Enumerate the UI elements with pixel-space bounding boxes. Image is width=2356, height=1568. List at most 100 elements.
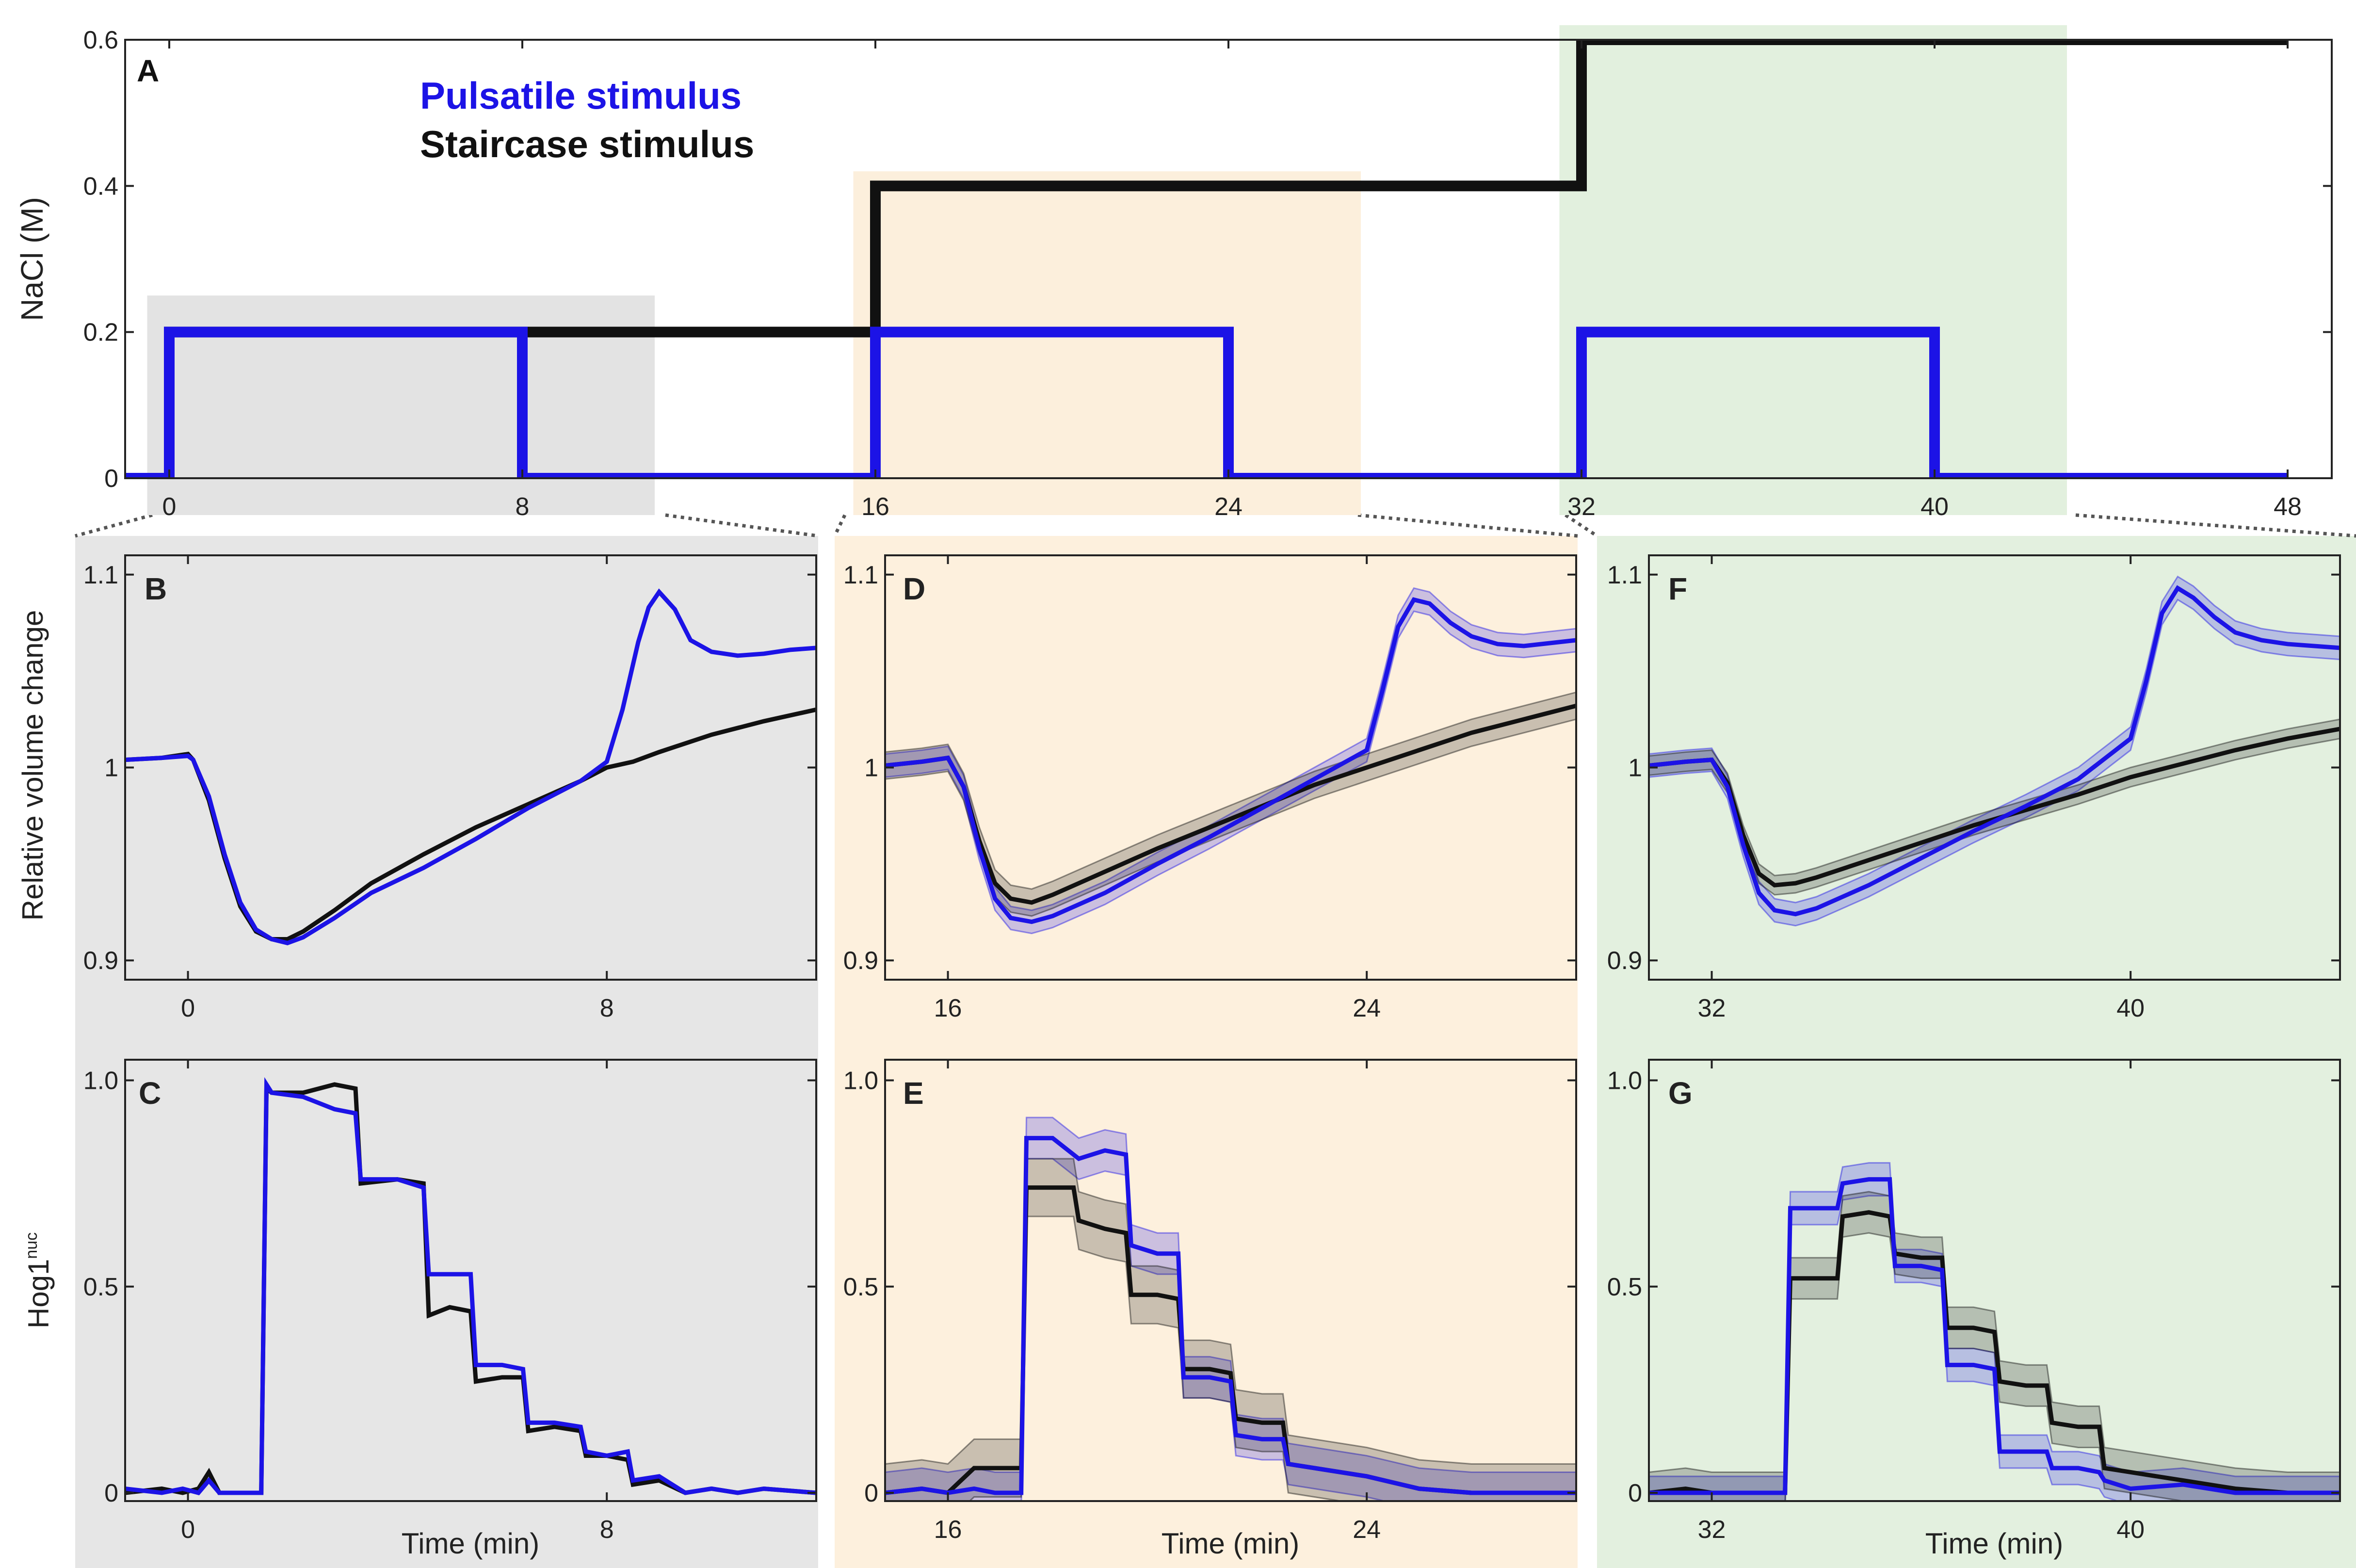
panel-label-a: A — [137, 53, 159, 88]
x-tick-label: 8 — [600, 1516, 614, 1544]
series-group — [885, 587, 1576, 935]
y-tick-label: 0.9 — [1607, 947, 1642, 975]
y-tick-label: 1.0 — [843, 1067, 878, 1095]
panel-e-frame — [884, 1059, 1577, 1502]
y-tick-label: 1 — [1628, 754, 1642, 782]
panel-d-plot — [885, 587, 1576, 935]
panel-f-ticks: 32 40 0.9 1 1.1 — [1607, 555, 2340, 1022]
pulsatile-series-line — [125, 326, 2288, 478]
x-tick-label: 16 — [934, 1516, 962, 1544]
panel-b-plot — [125, 588, 816, 946]
x-tick-label: 32 — [1698, 994, 1726, 1022]
y-tick-label: 1.0 — [1607, 1067, 1642, 1095]
panel-b: 0 8 0.9 1 1.1 B Relative volume change — [16, 554, 817, 1022]
panel-label-b: B — [145, 571, 167, 606]
y-tick-label: 0.9 — [843, 947, 878, 975]
pulsatile-series-line — [125, 588, 816, 946]
x-tick-label: 24 — [1353, 1516, 1381, 1544]
y-tick-label: 1.1 — [1607, 561, 1642, 589]
y-tick-label: 1.1 — [843, 561, 878, 589]
x-tick-label: 8 — [600, 994, 614, 1022]
pulsatile-series-line — [885, 597, 1576, 924]
window-2-background — [835, 536, 1578, 1568]
series-group — [885, 1116, 1576, 1501]
pulsatile-error-band — [885, 1116, 1576, 1501]
pulsatile-error-band — [1649, 1162, 2340, 1501]
x-tick-label: 32 — [1567, 493, 1596, 521]
panel-label-g: G — [1668, 1076, 1693, 1111]
panel-d: 16 24 0.9 1 1.1 D — [843, 554, 1577, 1022]
panel-g-ticks: 32 40 0 0.5 1.0 — [1607, 1060, 2340, 1544]
pulsatile-series-line — [885, 1136, 1576, 1495]
panel-f: 32 40 0.9 1 1.1 F — [1607, 554, 2341, 1022]
y-tick-label: 0.6 — [83, 26, 118, 54]
y-tick-label: 1.1 — [83, 561, 118, 589]
pulsatile-series-line — [125, 1077, 816, 1496]
panel-label-d: D — [903, 571, 925, 606]
stimulus-window-bands — [147, 25, 2067, 516]
panel-g: 32 40 0 0.5 1.0 G Time (min) — [1607, 1059, 2341, 1560]
connector-left-3 — [1565, 514, 1598, 537]
y-tick-label: 0 — [104, 1479, 118, 1507]
panel-c-ylabel: Hog1nuc — [22, 1232, 55, 1328]
connector-right-3 — [2075, 513, 2356, 538]
x-tick-label: 0 — [181, 994, 195, 1022]
panel-f-plot — [1649, 575, 2340, 927]
connector-right-1 — [665, 513, 819, 538]
panel-c-frame — [124, 1059, 817, 1502]
y-tick-label: 1 — [864, 754, 878, 782]
pulsatile-series-line — [1649, 1177, 2340, 1495]
series-group — [125, 588, 816, 946]
x-tick-label: 48 — [2274, 493, 2302, 521]
window-1-background — [75, 536, 818, 1568]
panel-label-f: F — [1668, 571, 1687, 606]
y-tick-label: 0.5 — [1607, 1273, 1642, 1301]
stimulus-window-band — [853, 171, 1361, 515]
pulsatile-error-band — [885, 587, 1576, 935]
panel-g-frame — [1648, 1059, 2341, 1502]
panel-e-xlabel: Time (min) — [1162, 1527, 1299, 1560]
connector-left-1 — [75, 513, 153, 538]
y-tick-label: 1 — [104, 754, 118, 782]
y-tick-label: 0.5 — [843, 1273, 878, 1301]
y-tick-label: 0.4 — [83, 172, 118, 200]
pulsatile-series-line — [1649, 585, 2340, 917]
panel-e: 16 24 0 0.5 1.0 E Time (min) — [843, 1059, 1577, 1560]
panel-e-ticks: 16 24 0 0.5 1.0 — [843, 1060, 1576, 1544]
panel-a: 0 8 16 24 32 40 48 0 0.2 0.4 0.6 A Pulsatile stimu… — [15, 25, 2333, 521]
y-tick-label: 0 — [1628, 1479, 1642, 1507]
series-group — [125, 1077, 816, 1496]
legend-pulsatile: Pulsatile stimulus — [420, 74, 742, 117]
stimulus-window-band — [1559, 25, 2067, 516]
panel-c-plot — [125, 1077, 816, 1496]
x-tick-label: 24 — [1214, 493, 1243, 521]
panel-d-ticks: 16 24 0.9 1 1.1 — [843, 555, 1576, 1022]
y-tick-label: 0.5 — [83, 1273, 118, 1301]
legend-staircase: Staircase stimulus — [420, 123, 754, 165]
x-tick-label: 32 — [1698, 1516, 1726, 1544]
series-group — [125, 40, 2288, 478]
connector-right-2 — [1357, 513, 1578, 538]
staircase-error-band — [1649, 718, 2340, 896]
y-tick-label: 0 — [104, 465, 118, 493]
x-tick-label: 0 — [181, 1516, 195, 1544]
panel-a-plot — [125, 40, 2288, 478]
panel-b-ticks: 0 8 0.9 1 1.1 — [83, 555, 816, 1022]
x-tick-label: 40 — [2116, 994, 2145, 1022]
series-group — [1649, 575, 2340, 927]
series-group — [1649, 1162, 2340, 1501]
panel-e-plot — [885, 1116, 1576, 1501]
y-tick-label: 0 — [864, 1479, 878, 1507]
pulsatile-error-band — [1649, 575, 2340, 927]
x-tick-label: 16 — [861, 493, 889, 521]
x-tick-label: 0 — [162, 493, 177, 521]
panel-a-ylabel: NaCl (M) — [15, 197, 49, 321]
panel-c-ylabel-superscript: nuc — [22, 1232, 41, 1259]
panel-b-ylabel: Relative volume change — [16, 610, 49, 921]
panel-label-e: E — [903, 1076, 924, 1111]
panel-c: 0 8 0 0.5 1.0 C Hog1nuc Time (min) — [22, 1059, 817, 1560]
x-tick-label: 24 — [1353, 994, 1381, 1022]
panel-c-ticks: 0 8 0 0.5 1.0 — [83, 1060, 816, 1544]
x-tick-label: 8 — [516, 493, 530, 521]
